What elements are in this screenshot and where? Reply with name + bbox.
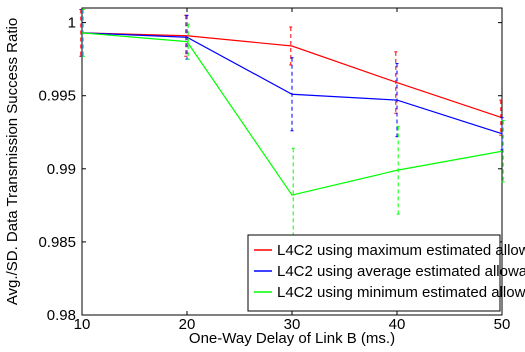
- x-tick-label: 30: [284, 316, 301, 333]
- series-line: [81, 32, 503, 135]
- y-tick-label: 0.985: [38, 234, 76, 251]
- legend-box: [247, 234, 501, 312]
- series-line: [81, 32, 503, 119]
- y-tick-label: 0.98: [47, 307, 76, 324]
- x-tick-label: 40: [389, 316, 406, 333]
- x-axis-label: One-Way Delay of Link B (ms.): [189, 330, 395, 347]
- series-group: [80, 8, 504, 151]
- x-tick-label: 50: [494, 316, 511, 333]
- x-tick-label: 20: [179, 316, 196, 333]
- y-tick-label: 0.995: [38, 88, 76, 105]
- legend: L4C2 using maximum estimated allowable d…: [247, 234, 525, 312]
- y-axis-label: Avg./SD. Data Transmission Success Ratio: [4, 18, 21, 305]
- series-line: [81, 32, 503, 196]
- legend-label: L4C2 using minimum estimated allowable d…: [277, 284, 525, 301]
- y-tick-label: 1: [68, 15, 76, 32]
- series-group: [79, 8, 503, 136]
- y-tick-label: 0.99: [47, 161, 76, 178]
- series-group: [81, 8, 505, 243]
- x-tick-label: 10: [74, 316, 91, 333]
- plot-area: 10 20 30 40 50 0.98 0.985 0.99 0.995 1 L4C2 using …: [38, 7, 525, 333]
- legend-label: L4C2 using maximum estimated allowable d…: [277, 242, 525, 259]
- legend-label: L4C2 using average estimated allowable d…: [277, 263, 525, 280]
